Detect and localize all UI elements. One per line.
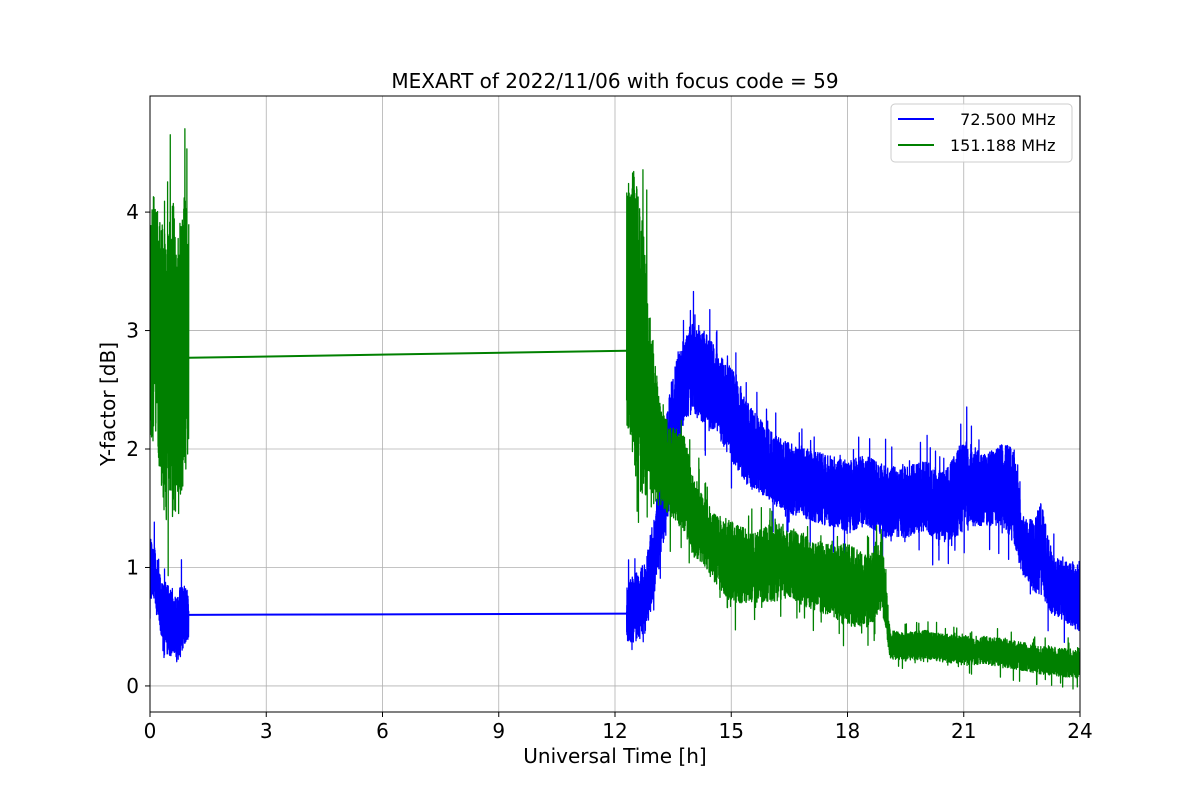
x-tick-label: 24 (1067, 719, 1092, 743)
series-1-segment-1 (188, 349, 627, 359)
x-tick-label: 18 (835, 719, 860, 743)
series-0-segment-0 (150, 521, 190, 663)
legend-label-151mhz: 151.188 MHz (950, 136, 1055, 155)
x-tick-label: 21 (951, 719, 976, 743)
x-tick-label: 0 (144, 719, 157, 743)
y-axis-label: Y-factor [dB] (96, 342, 120, 467)
x-axis-label: Universal Time [h] (523, 744, 706, 768)
x-axis-ticks: 0 3 6 9 12 15 18 21 24 (144, 712, 1093, 743)
legend-box (890, 103, 1073, 163)
x-tick-label: 3 (260, 719, 273, 743)
series-1 (150, 128, 1080, 690)
series-layer (150, 128, 1080, 690)
y-axis-ticks: 0 1 2 3 4 (126, 200, 150, 698)
x-tick-label: 12 (602, 719, 627, 743)
series-1-segment-2 (625, 169, 1080, 690)
y-tick-label: 0 (126, 674, 139, 698)
y-tick-label: 4 (126, 200, 139, 224)
series-0-segment-2 (625, 290, 1080, 651)
legend: 72.500 MHz 151.188 MHz (890, 103, 1073, 163)
y-tick-label: 2 (126, 437, 139, 461)
series-0-segment-1 (188, 612, 627, 616)
series-0 (150, 290, 1080, 663)
x-tick-label: 6 (376, 719, 389, 743)
chart-title: MEXART of 2022/11/06 with focus code = 5… (391, 69, 838, 93)
legend-label-72mhz: 72.500 MHz (950, 110, 1055, 129)
x-tick-label: 15 (719, 719, 744, 743)
y-tick-label: 1 (126, 555, 139, 579)
x-tick-label: 9 (492, 719, 505, 743)
y-tick-label: 3 (126, 319, 139, 343)
series-1-segment-0 (150, 128, 190, 577)
